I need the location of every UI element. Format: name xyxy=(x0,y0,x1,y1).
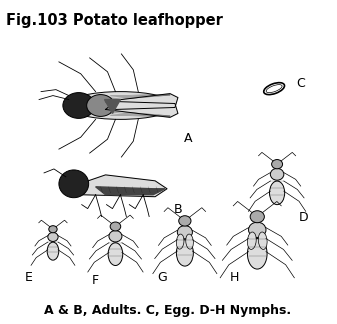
Text: B: B xyxy=(174,203,182,216)
Ellipse shape xyxy=(258,232,267,249)
Text: C: C xyxy=(297,77,305,90)
Ellipse shape xyxy=(48,232,58,241)
Ellipse shape xyxy=(270,168,284,180)
Ellipse shape xyxy=(177,226,192,239)
Ellipse shape xyxy=(247,238,267,269)
Ellipse shape xyxy=(108,243,123,265)
Ellipse shape xyxy=(87,95,115,116)
Ellipse shape xyxy=(264,83,284,95)
Ellipse shape xyxy=(63,93,95,118)
Polygon shape xyxy=(105,94,178,110)
Text: A: A xyxy=(184,132,192,145)
Ellipse shape xyxy=(248,222,266,237)
Ellipse shape xyxy=(66,92,175,119)
Text: A & B, Adults. C, Egg. D-H Nymphs.: A & B, Adults. C, Egg. D-H Nymphs. xyxy=(44,304,292,317)
Polygon shape xyxy=(71,175,167,197)
Text: F: F xyxy=(92,274,99,287)
Ellipse shape xyxy=(176,240,193,266)
Ellipse shape xyxy=(47,242,59,260)
Text: G: G xyxy=(157,271,167,284)
Ellipse shape xyxy=(186,234,193,249)
Ellipse shape xyxy=(179,216,191,226)
Ellipse shape xyxy=(49,226,57,233)
Ellipse shape xyxy=(59,170,89,198)
Ellipse shape xyxy=(272,159,283,169)
Polygon shape xyxy=(96,187,165,195)
Polygon shape xyxy=(104,99,120,113)
Ellipse shape xyxy=(176,234,184,249)
Ellipse shape xyxy=(109,231,122,242)
Text: E: E xyxy=(25,271,33,284)
Ellipse shape xyxy=(247,232,256,249)
Ellipse shape xyxy=(270,181,285,205)
Text: H: H xyxy=(230,271,239,284)
Ellipse shape xyxy=(250,211,264,223)
Polygon shape xyxy=(105,101,178,117)
Text: Fig.103 Potato leafhopper: Fig.103 Potato leafhopper xyxy=(6,13,223,28)
Ellipse shape xyxy=(110,222,121,231)
Text: D: D xyxy=(299,211,309,224)
